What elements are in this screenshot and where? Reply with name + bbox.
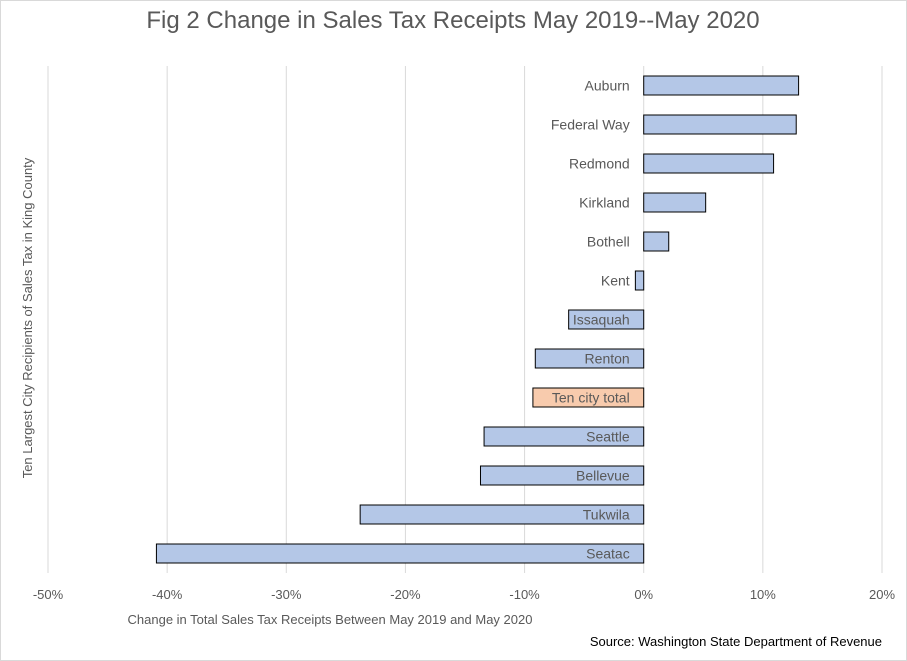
category-label: Ten city total [552, 390, 630, 406]
bars [155, 75, 800, 564]
x-tick-label: 0% [634, 587, 653, 602]
bar-tukwila [359, 504, 645, 525]
bar-kirkland [643, 192, 707, 213]
x-tick-label: -30% [271, 587, 302, 602]
bar-bellevue [479, 465, 645, 486]
category-label: Bothell [587, 234, 630, 250]
bar-federal-way [643, 114, 797, 135]
bar-seattle [483, 426, 645, 447]
category-label: Kent [601, 273, 630, 289]
source-note: Source: Washington State Department of R… [590, 634, 882, 649]
bar-ten-city-total [532, 387, 645, 408]
category-label: Bellevue [576, 468, 630, 484]
category-label: Seatac [586, 546, 630, 562]
bar-redmond [643, 153, 775, 174]
bar-kent [634, 270, 645, 291]
x-tick-label: -40% [152, 587, 183, 602]
x-tick-label: 20% [869, 587, 895, 602]
category-label: Seattle [586, 429, 630, 445]
chart-title: Fig 2 Change in Sales Tax Receipts May 2… [146, 7, 759, 34]
category-label: Tukwila [583, 507, 630, 523]
category-label: Federal Way [551, 117, 630, 133]
x-tick-labels: -50% -40% -30% -20% -10% 0% 10% 20% [33, 587, 896, 602]
bar-bothell [643, 231, 670, 252]
category-label: Redmond [569, 156, 630, 172]
category-label: Issaquah [573, 312, 630, 328]
category-labels: Auburn Federal Way Redmond Kirkland Bothell K… [551, 78, 630, 562]
x-tick-label: -10% [509, 587, 540, 602]
x-axis-label: Change in Total Sales Tax Receipts Betwe… [128, 612, 533, 627]
x-tick-label: -50% [33, 587, 64, 602]
gridlines [47, 66, 883, 573]
x-tick-label: -20% [390, 587, 421, 602]
x-tick-label: 10% [750, 587, 776, 602]
category-label: Auburn [585, 78, 630, 94]
bar-seatac [155, 543, 645, 564]
bar-renton [534, 348, 645, 369]
bar-auburn [643, 75, 800, 96]
bar-issaquah [568, 309, 645, 330]
y-axis-label: Ten Largest City Recipients of Sales Tax… [20, 157, 35, 478]
category-label: Kirkland [579, 195, 630, 211]
category-label: Renton [585, 351, 630, 367]
